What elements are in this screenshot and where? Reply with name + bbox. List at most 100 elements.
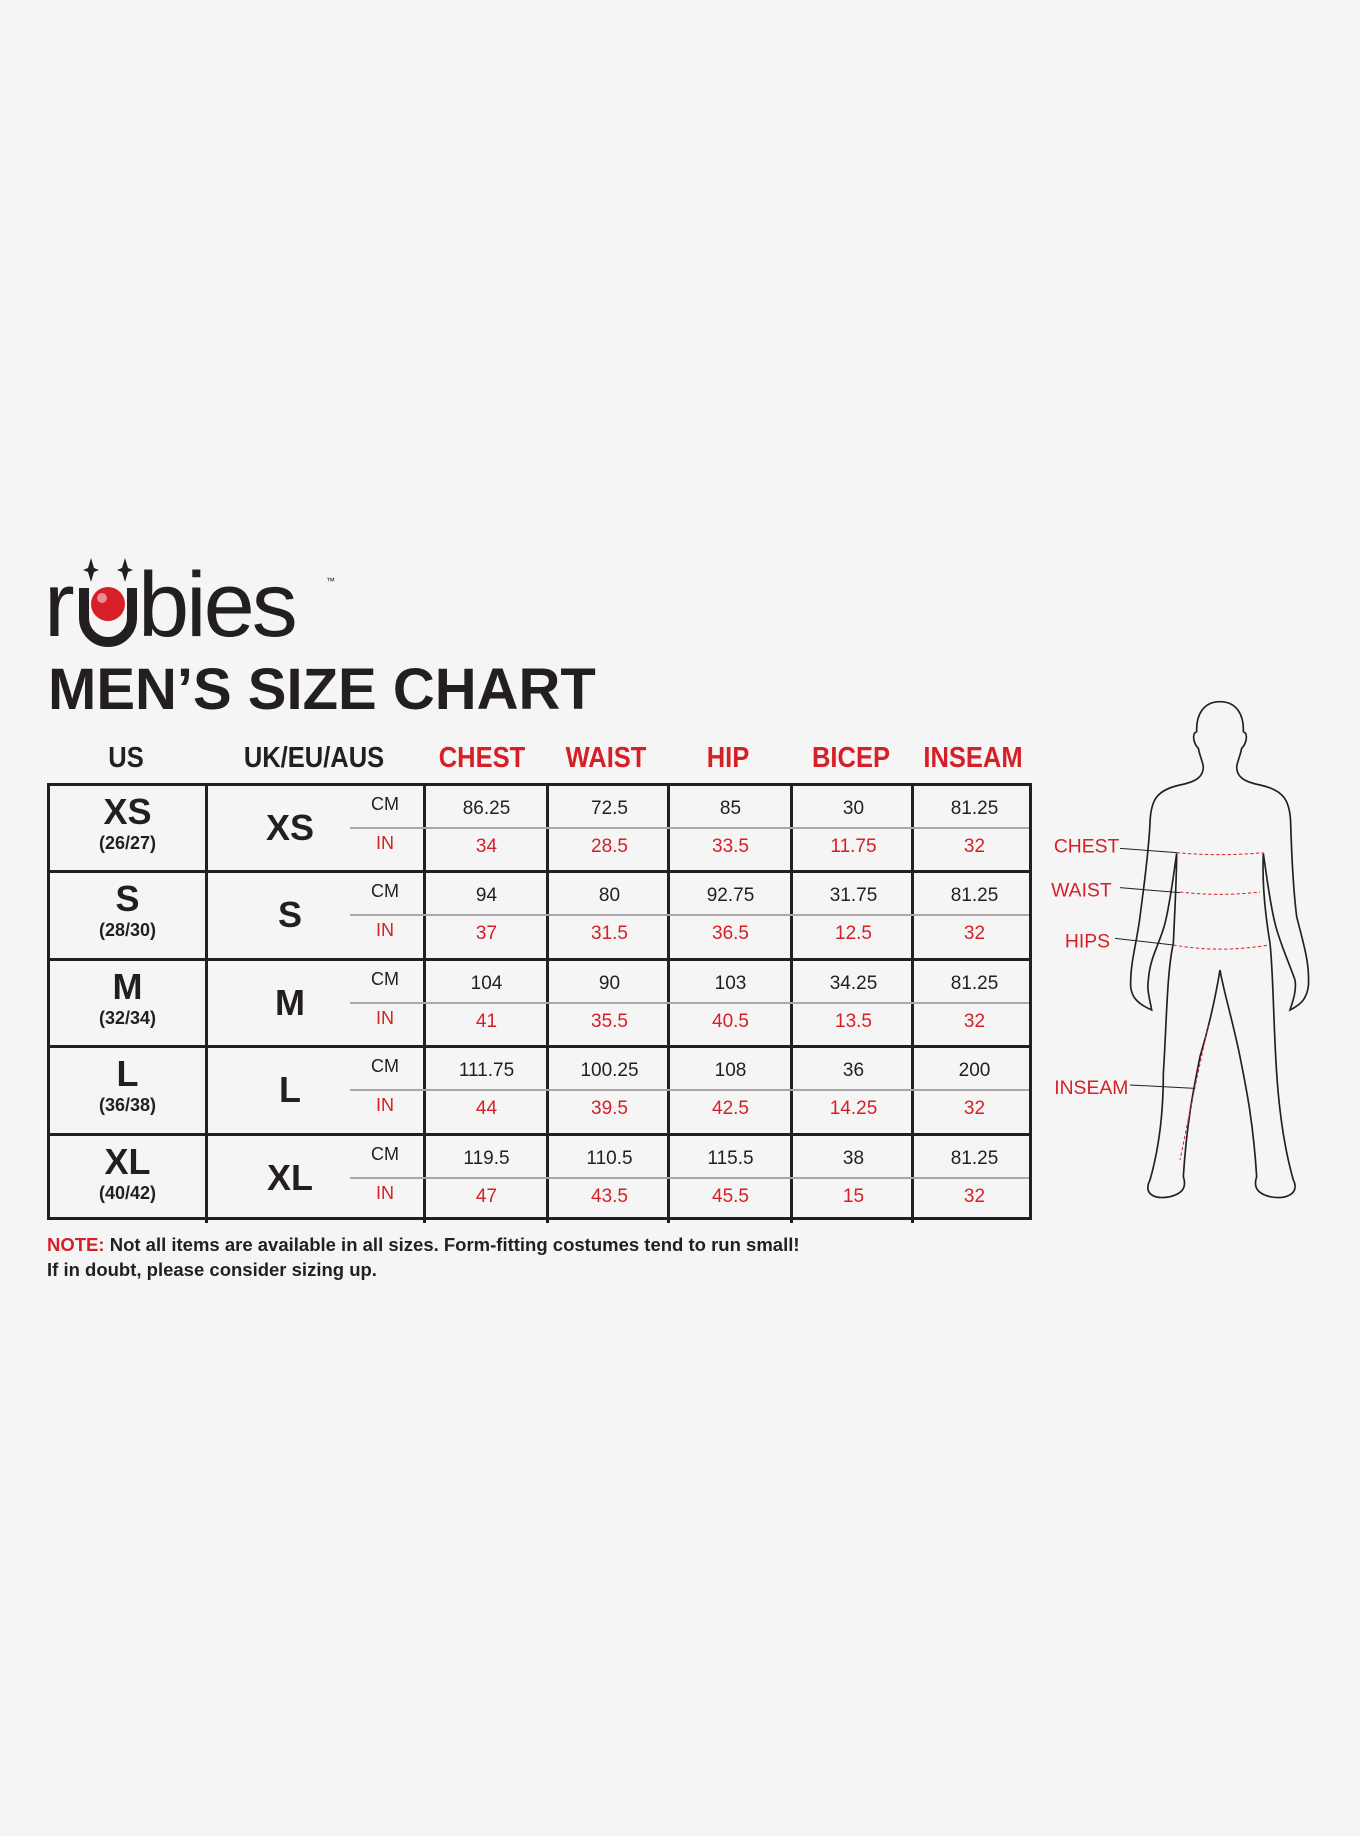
waist-in-value: 39.5 — [591, 1098, 628, 1120]
unit-cm: CM — [371, 968, 399, 989]
column-divider — [790, 1135, 793, 1223]
size-row-xl: XL (40/42) XL CM IN 119.5 47 110.5 43.5 115.5 45.5… — [50, 1135, 1029, 1223]
unit-in: IN — [376, 1095, 394, 1116]
chest-in-value: 44 — [475, 1098, 498, 1120]
hip-in-value: 42.5 — [712, 1098, 749, 1120]
inseam-in-value: 32 — [963, 1010, 986, 1032]
us-size: S — [115, 878, 140, 920]
chest-leader — [1119, 847, 1177, 854]
unit-in: IN — [376, 1007, 394, 1028]
page-title: MEN’S SIZE CHART — [48, 657, 596, 722]
chest-cm-value: 111.75 — [458, 1060, 515, 1082]
us-size: M — [112, 965, 143, 1007]
body-outline — [1129, 700, 1310, 1199]
waist-cm-value: 90 — [598, 972, 621, 994]
unit-divider — [350, 1089, 1029, 1092]
inseam-in-value: 32 — [963, 1185, 986, 1207]
us-waist-range: (40/42) — [98, 1182, 157, 1203]
column-divider — [205, 873, 208, 958]
waist-cm-value: 100.25 — [580, 1060, 639, 1082]
label-chest: CHEST — [1054, 836, 1120, 857]
waist-cm-value: 110.5 — [586, 1147, 633, 1169]
us-size: XS — [103, 791, 152, 832]
column-divider — [546, 1135, 549, 1223]
us-size-cell: S (28/30) — [50, 879, 205, 941]
us-waist-range: (36/38) — [98, 1095, 157, 1116]
column-divider — [205, 1048, 208, 1133]
bicep-cm-value: 30 — [842, 798, 865, 819]
unit-in: IN — [376, 920, 394, 941]
us-waist-range: (26/27) — [98, 833, 157, 853]
us-size-cell: XL (40/42) — [50, 1141, 205, 1204]
label-hips: HIPS — [1065, 932, 1110, 953]
bicep-in-value: 12.5 — [835, 923, 872, 945]
waist-in-value: 28.5 — [591, 836, 628, 857]
column-divider — [667, 1135, 670, 1223]
note-label: NOTE: — [47, 1234, 105, 1255]
unit-in: IN — [376, 1182, 394, 1203]
label-inseam: INSEAM — [1054, 1078, 1128, 1099]
uk-eu-aus-size: S — [277, 894, 302, 936]
label-waist: WAIST — [1051, 881, 1112, 902]
chest-in-value: 47 — [475, 1185, 498, 1207]
waist-in-value: 35.5 — [591, 1010, 628, 1032]
unit-divider — [350, 914, 1029, 917]
waist-in-value: 31.5 — [591, 923, 628, 945]
uk-eu-aus-size: M — [275, 981, 305, 1023]
waist-leader — [1119, 887, 1181, 894]
chest-cm-value: 94 — [475, 885, 498, 907]
bicep-cm-value: 34.25 — [829, 972, 878, 994]
column-divider — [911, 1135, 914, 1223]
inseam-in-value: 32 — [963, 923, 986, 945]
bicep-in-value: 11.75 — [830, 836, 877, 857]
uk-eu-aus-size: XL — [266, 1156, 313, 1198]
hip-cm-value: 103 — [714, 972, 747, 994]
hips-measure-line — [1173, 944, 1269, 950]
column-divider — [205, 786, 208, 871]
size-note: NOTE: Not all items are available in all… — [47, 1232, 800, 1282]
us-size-cell: L (36/38) — [50, 1054, 205, 1116]
us-waist-range: (28/30) — [98, 920, 157, 941]
logo-graphic: r bies ™ — [44, 554, 335, 648]
unit-in: IN — [376, 833, 394, 853]
hips-leader — [1114, 937, 1174, 946]
bicep-cm-value: 36 — [842, 1060, 865, 1082]
us-size: L — [116, 1053, 139, 1095]
inseam-measure-line — [1179, 1024, 1209, 1161]
size-row-m: M (32/34) M CM IN 104 41 90 35.5 103 40.5 34.25 13.5… — [50, 960, 1029, 1049]
us-waist-range: (32/34) — [98, 1007, 157, 1028]
unit-divider — [350, 1001, 1029, 1004]
size-table: XS (26/27) XS CM IN 86.25 34 72.5 28.5 85 33.5 30 11… — [47, 783, 1032, 1223]
svg-text:™: ™ — [326, 576, 335, 586]
unit-divider — [350, 1176, 1029, 1179]
header-inseam: INSEAM — [923, 742, 1023, 774]
inseam-cm-value: 81.25 — [950, 972, 999, 994]
header-us: US — [108, 742, 144, 774]
inseam-leader — [1129, 1084, 1196, 1089]
hip-cm-value: 85 — [719, 798, 742, 819]
rubies-logo: r bies ™ — [44, 548, 344, 648]
chest-in-value: 34 — [475, 836, 498, 857]
bicep-cm-value: 38 — [842, 1147, 865, 1169]
size-row-s: S (28/30) S CM IN 94 37 80 31.5 92.75 36.5 31.75 12.… — [50, 873, 1029, 961]
body-measurement-figure: CHEST WAIST HIPS INSEAM — [1051, 700, 1310, 1199]
note-line-2: If in doubt, please consider sizing up. — [47, 1259, 377, 1280]
chest-in-value: 37 — [475, 923, 498, 945]
waist-in-value: 43.5 — [591, 1185, 628, 1207]
header-chest: CHEST — [438, 742, 526, 774]
hip-in-value: 33.5 — [712, 836, 749, 857]
uk-eu-aus-size: XS — [265, 807, 315, 848]
hip-cm-value: 92.75 — [706, 885, 755, 907]
us-size-cell: XS (26/27) — [50, 792, 205, 854]
header-bicep: BICEP — [811, 742, 891, 774]
waist-cm-value: 72.5 — [591, 798, 628, 819]
inseam-cm-value: 200 — [958, 1060, 991, 1082]
hip-cm-value: 115.5 — [707, 1147, 754, 1169]
svg-text:bies: bies — [138, 554, 295, 648]
unit-cm: CM — [371, 1056, 399, 1077]
uk-eu-aus-size: L — [279, 1069, 301, 1111]
bicep-in-value: 13.5 — [835, 1010, 872, 1032]
bicep-in-value: 14.25 — [829, 1098, 878, 1120]
note-line-1: Not all items are available in all sizes… — [104, 1234, 800, 1255]
chest-cm-value: 104 — [470, 972, 503, 994]
